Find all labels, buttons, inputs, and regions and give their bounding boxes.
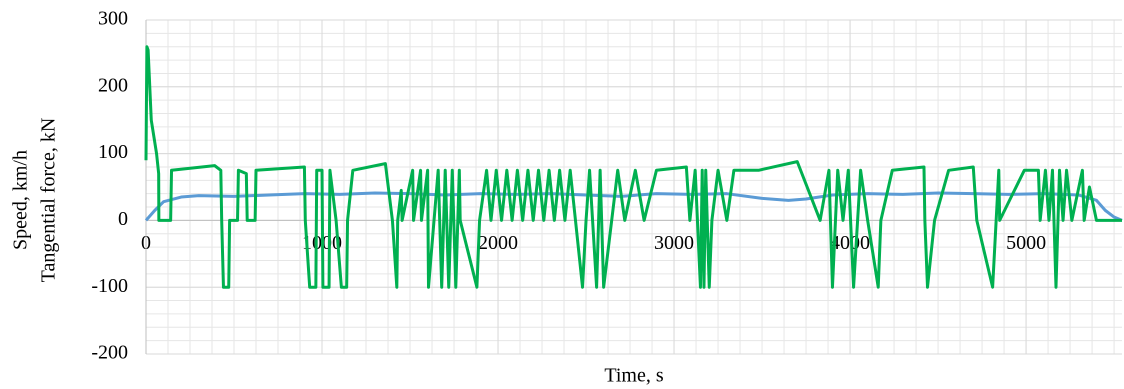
y-tick-label: -100	[91, 275, 128, 297]
y-tick-label: 0	[118, 208, 128, 230]
y-tick-label: 200	[98, 74, 128, 96]
y-axis-label: Tangential force, kN	[38, 118, 60, 283]
x-tick-label: 2000	[478, 232, 518, 254]
y-tick-label: -200	[91, 342, 128, 364]
x-axis-label: Time, s	[604, 365, 664, 387]
y-tick-label: 300	[98, 8, 128, 30]
x-tick-label: 3000	[654, 232, 694, 254]
data-line	[144, 45, 1122, 289]
data-line	[144, 191, 1123, 222]
y-axis-label: Speed, km/h	[10, 150, 32, 250]
x-tick-label: 4000	[830, 232, 870, 254]
y-tick-label: 100	[98, 141, 128, 163]
x-tick-label: 5000	[1006, 232, 1046, 254]
